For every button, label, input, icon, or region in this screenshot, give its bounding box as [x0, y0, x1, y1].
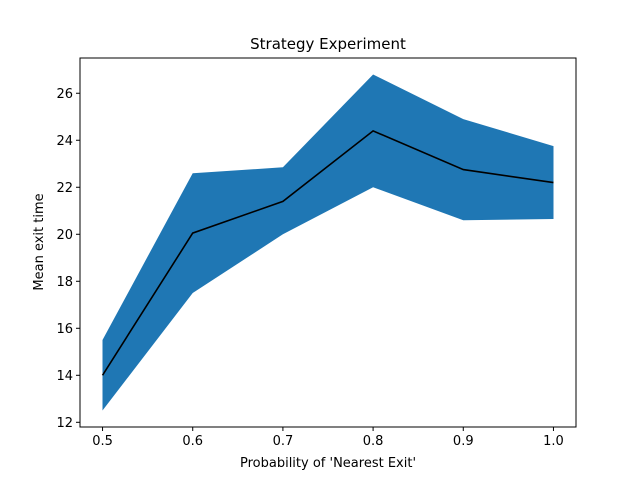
y-tick-label: 20: [56, 228, 73, 243]
y-tick-label: 22: [56, 181, 73, 196]
x-tick-label: 0.8: [363, 434, 384, 449]
plot-area: 0.5 0.6 0.7 0.8 0.9 1.0 12 14 16 18 20 22 24 26: [56, 57, 577, 449]
y-tick-label: 12: [56, 416, 73, 431]
y-tick-label: 26: [56, 87, 73, 102]
y-tick-label: 24: [56, 134, 73, 149]
x-tick-label: 0.5: [92, 434, 113, 449]
x-axis-title: Probability of 'Nearest Exit': [240, 456, 416, 471]
x-tick-label: 1.0: [543, 434, 564, 449]
confidence-band: [102, 74, 554, 411]
x-tick-label: 0.7: [273, 434, 294, 449]
plot-frame: [79, 57, 577, 428]
y-tick-label: 16: [56, 322, 73, 337]
x-tick-label: 0.6: [182, 434, 203, 449]
chart-title: Strategy Experiment: [250, 35, 406, 53]
mean-line: [101, 129, 554, 376]
y-axis-title: Mean exit time: [32, 193, 47, 290]
y-tick-label: 18: [56, 275, 73, 290]
x-tick-label: 0.9: [453, 434, 474, 449]
y-tick-label: 14: [56, 369, 73, 384]
